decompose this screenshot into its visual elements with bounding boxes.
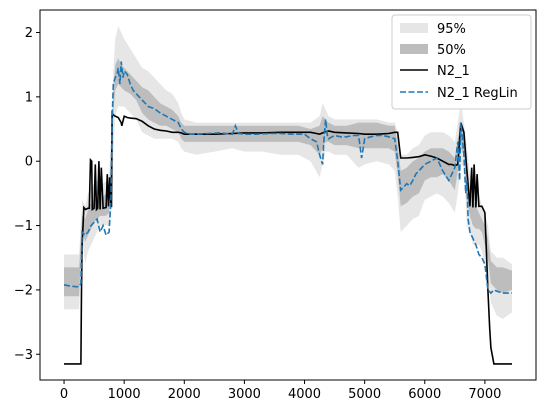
y-tick-label: 0: [25, 155, 33, 170]
x-tick-label: 3000: [228, 387, 261, 402]
x-tick-label: 1000: [108, 387, 141, 402]
x-tick-label: 4000: [288, 387, 321, 402]
y-tick-label: −1: [14, 219, 33, 234]
y-tick-label: −2: [14, 283, 33, 298]
legend-label-n2-1: N2_1: [437, 64, 470, 79]
x-tick-label: 0: [60, 387, 68, 402]
y-tick-label: −3: [14, 348, 33, 363]
legend-swatch-50: [400, 44, 428, 54]
x-tick-label: 5000: [348, 387, 381, 402]
x-tick-label: 2000: [168, 387, 201, 402]
legend-label-95: 95%: [437, 22, 466, 37]
y-tick-label: 1: [25, 90, 33, 105]
legend-label-n2-1-reglin: N2_1 RegLin: [437, 86, 518, 101]
legend-label-50: 50%: [437, 43, 466, 58]
legend: 95% 50% N2_1 N2_1 RegLin: [392, 15, 531, 109]
x-tick-label: 6000: [408, 387, 441, 402]
y-tick-label: 2: [25, 26, 33, 41]
x-tick-label: 7000: [468, 387, 501, 402]
legend-swatch-95: [400, 23, 428, 33]
